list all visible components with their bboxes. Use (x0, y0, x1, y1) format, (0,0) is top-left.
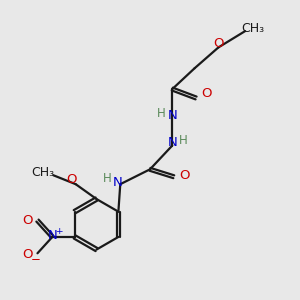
Text: N: N (47, 229, 57, 242)
Text: O: O (66, 173, 76, 186)
Text: H: H (103, 172, 111, 185)
Text: H: H (179, 134, 188, 147)
Text: CH₃: CH₃ (241, 22, 264, 34)
Text: N: N (167, 109, 177, 122)
Text: N: N (112, 176, 122, 189)
Text: O: O (22, 248, 32, 261)
Text: CH₃: CH₃ (32, 166, 55, 179)
Text: O: O (201, 87, 212, 100)
Text: +: + (55, 227, 63, 236)
Text: O: O (22, 214, 32, 227)
Text: N: N (167, 136, 177, 149)
Text: O: O (179, 169, 189, 182)
Text: H: H (157, 107, 165, 120)
Text: −: − (31, 253, 41, 266)
Text: O: O (213, 37, 224, 50)
